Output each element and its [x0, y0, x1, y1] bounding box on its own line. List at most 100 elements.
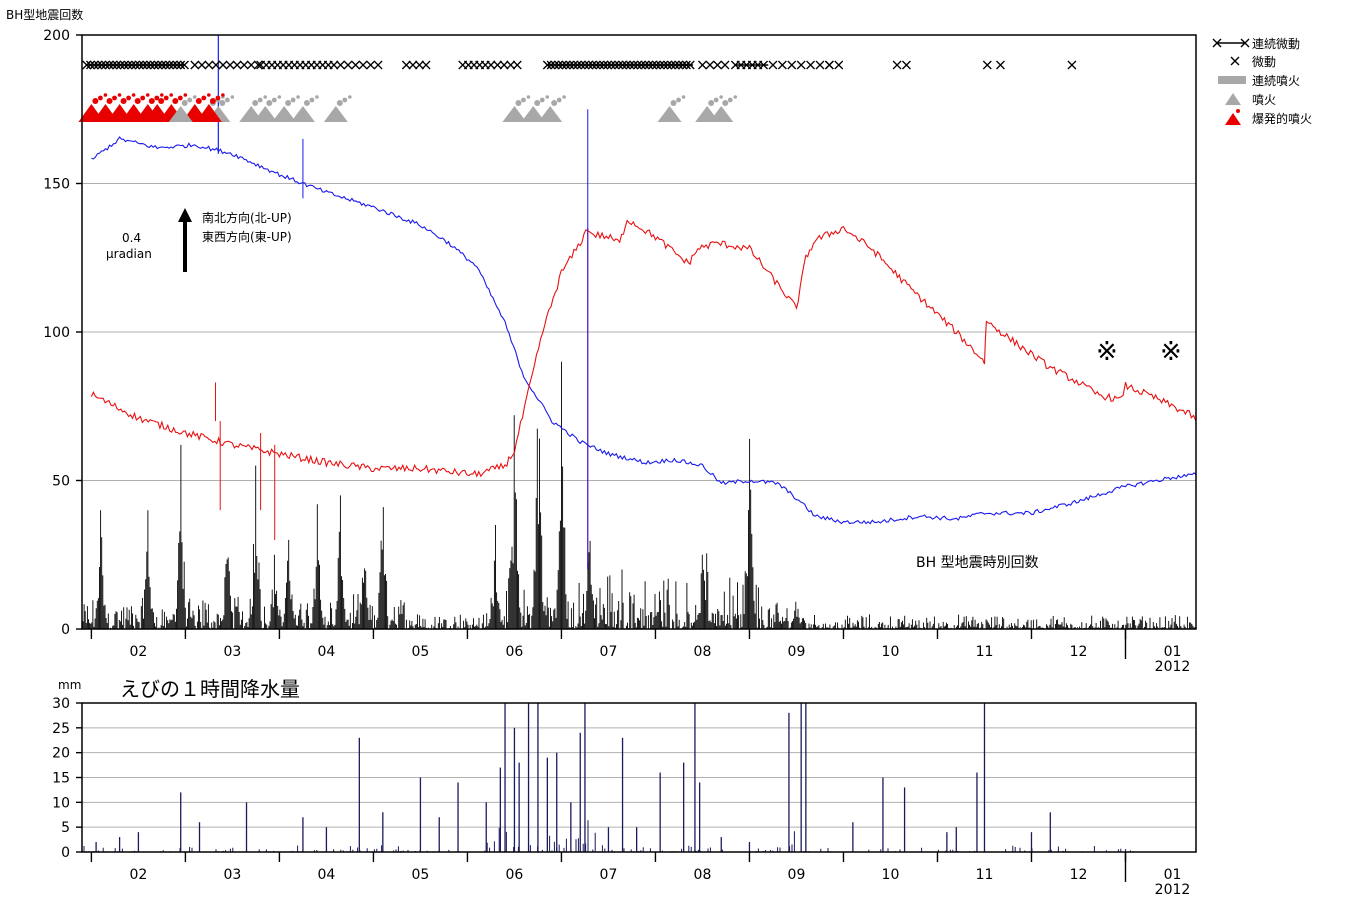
tremor-mark: [86, 60, 95, 70]
legend-tremor-label: 微動: [1252, 55, 1276, 69]
top-y-tick-label: 200: [43, 28, 70, 44]
tremor-mark: [697, 60, 707, 70]
tremor-mark: [232, 60, 242, 70]
eruption-triangle: [657, 106, 682, 122]
series-ew-tilt: [91, 136, 1197, 525]
top-x-tick-label: 01: [1164, 644, 1182, 660]
tremor-mark: [116, 60, 126, 70]
tremor-mark: [225, 60, 235, 70]
tremor-mark: [180, 60, 189, 70]
tremor-mark: [550, 60, 560, 70]
eruption-marker: [168, 95, 197, 122]
top-x-tick-label: 07: [600, 644, 618, 660]
tremor-mark: [678, 60, 688, 70]
eruption-plume: [92, 98, 99, 104]
tremor-mark: [648, 60, 658, 70]
eruption-plume: [526, 95, 531, 99]
tremor-mark: [768, 60, 778, 70]
bottom-y-tick-label: 20: [52, 746, 70, 762]
bottom-unit-label: mm: [58, 678, 81, 692]
eruption-plume: [112, 95, 117, 101]
eruption-marker: [323, 95, 352, 122]
tremor-mark: [246, 60, 256, 70]
tremor-mark: [512, 60, 522, 70]
eruption-plume: [209, 98, 216, 104]
tremor-mark: [119, 60, 129, 70]
tremor-mark: [172, 60, 182, 70]
legend-continuous-eruption: 連続噴火: [1218, 74, 1300, 88]
eruption-plume: [163, 95, 169, 101]
eruption-marker: [709, 95, 738, 122]
tremor-mark: [636, 60, 646, 70]
bottom-grid: [82, 727, 1196, 828]
legend-eruption-label: 噴火: [1252, 93, 1276, 107]
tremor-mark: [644, 60, 654, 70]
tremor-mark: [674, 60, 684, 70]
eruption-plume: [309, 97, 315, 103]
eruption-plume: [722, 100, 729, 106]
note-mark-2: ※: [1160, 337, 1182, 367]
bottom-x-tick-label: 05: [412, 867, 430, 883]
tremor-mark: [123, 60, 133, 70]
tremor-mark: [633, 60, 643, 70]
top-y-tick-label: 0: [61, 622, 70, 638]
top-y-ticks: 0 50 100 150 200: [43, 28, 82, 638]
eruption-triangle: [521, 106, 546, 122]
tremor-mark: [542, 60, 552, 70]
legend-continuous-tremor-cross-a: [1212, 38, 1222, 48]
top-y-tick-label: 150: [43, 177, 70, 193]
tremor-mark: [806, 60, 816, 70]
tremor-mark: [663, 60, 673, 70]
eruption-plume: [681, 95, 686, 99]
eruption-plume: [545, 95, 550, 99]
top-year-label: 2012: [1155, 659, 1191, 675]
bottom-y-ticks: 0 5 10 15 20 25 30: [52, 696, 82, 861]
tremor-mark: [253, 60, 263, 70]
tremor-mark: [996, 60, 1005, 70]
tremor-mark: [815, 60, 825, 70]
top-x-tick-label: 06: [506, 644, 524, 660]
eruption-marker: [521, 95, 550, 122]
tremor-mark: [108, 60, 118, 70]
eruption-markers: [78, 93, 738, 122]
tremor-mark: [131, 60, 141, 70]
eruption-plume: [336, 100, 343, 106]
eruption-plume: [207, 93, 211, 97]
tremor-mark: [168, 60, 178, 70]
scale-arrow-head: [178, 208, 192, 222]
ns-label: 南北方向(北-UP): [202, 210, 292, 225]
series-ns-tilt: [90, 219, 1197, 478]
eruption-plume: [120, 98, 127, 104]
legend-explosive-eruption: 爆発的噴火: [1225, 109, 1312, 126]
bottom-x-tick-label: 04: [318, 867, 336, 883]
legend-continuous-eruption-label: 連続噴火: [1252, 74, 1300, 88]
eruption-plume: [215, 95, 221, 101]
top-x-tick-label: 08: [694, 644, 712, 660]
tremor-mark: [366, 60, 376, 70]
eruption-plume: [296, 95, 300, 99]
tremor-mark: [561, 60, 571, 70]
eruption-plume: [219, 100, 226, 106]
tremor-mark: [610, 60, 620, 70]
bottom-chart-title: えびの１時間降水量: [120, 677, 300, 701]
tremor-mark: [599, 60, 609, 70]
tremor-mark: [486, 60, 496, 70]
tremor-mark: [401, 60, 411, 70]
tremor-mark: [142, 60, 152, 70]
bottom-x-tick-label: 09: [788, 867, 806, 883]
eruption-plume: [708, 100, 715, 106]
eruption-plume: [277, 95, 282, 99]
eruption-plume: [134, 98, 141, 104]
eruption-triangle: [253, 106, 278, 122]
eruption-plume: [183, 93, 188, 97]
eruption-plume: [201, 95, 207, 101]
eruption-plume: [727, 97, 733, 103]
tremor-mark: [554, 60, 564, 70]
tremor-mark: [329, 60, 339, 70]
eruption-plume: [221, 93, 225, 97]
tremor-mark: [176, 60, 186, 70]
tremor-mark: [351, 60, 361, 70]
tremor-mark: [97, 60, 107, 70]
eruption-plume: [521, 97, 526, 103]
